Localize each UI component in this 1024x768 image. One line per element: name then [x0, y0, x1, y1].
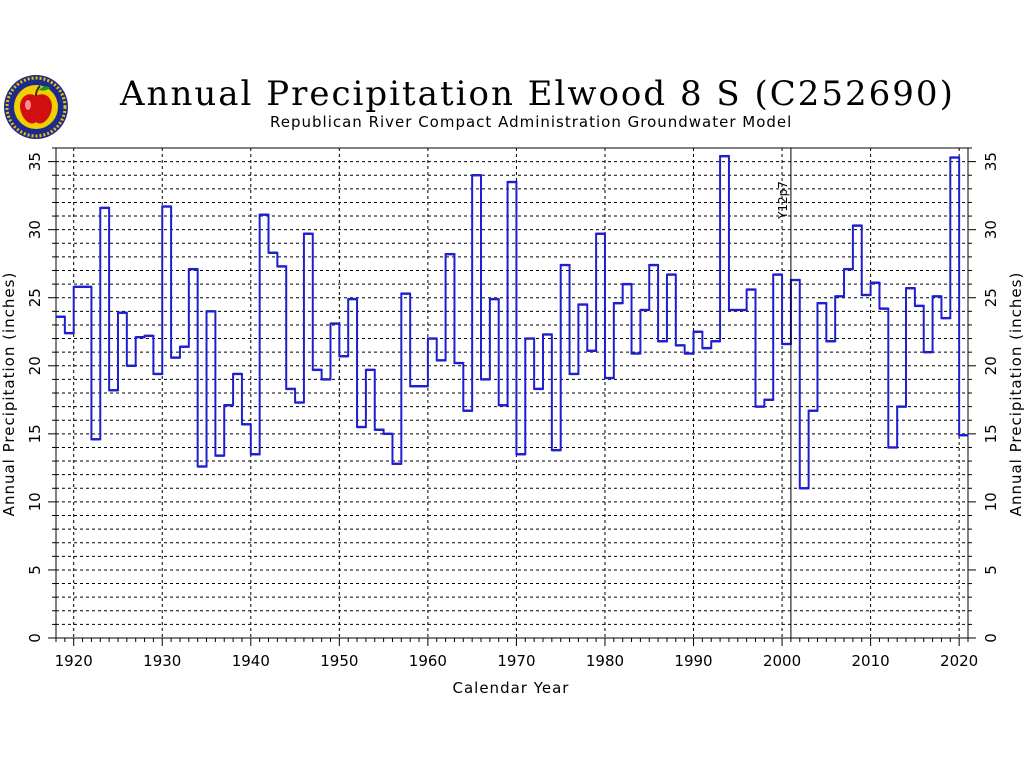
- y-tick-label-left: 0: [26, 633, 44, 643]
- y-tick-label-right: 15: [982, 424, 1000, 443]
- y-tick-label-left: 25: [26, 288, 44, 307]
- y-axis-label-left: Annual Precipitation (inches): [0, 272, 18, 517]
- x-tick-label: 1950: [320, 652, 358, 670]
- x-tick-label: 1960: [409, 652, 447, 670]
- y-tick-label-left: 30: [26, 220, 44, 239]
- x-axis-label: Calendar Year: [453, 679, 570, 697]
- y-tick-label-right: 25: [982, 288, 1000, 307]
- y-axis-label-right: Annual Precipitation (inches): [1007, 272, 1024, 517]
- chart-title: Annual Precipitation Elwood 8 S (C252690…: [120, 74, 955, 114]
- y-tick-label-left: 35: [26, 152, 44, 171]
- y-tick-label-right: 10: [982, 492, 1000, 511]
- y-tick-label-left: 5: [26, 565, 44, 575]
- x-tick-label: 1990: [674, 652, 712, 670]
- y-tick-label-right: 35: [982, 152, 1000, 171]
- x-tick-label: 1980: [586, 652, 624, 670]
- y-tick-label-right: 20: [982, 356, 1000, 375]
- chart-subtitle: Republican River Compact Administration …: [270, 113, 793, 131]
- y-tick-label-right: 30: [982, 220, 1000, 239]
- annotation-label: Y12p7: [776, 181, 790, 220]
- y-tick-label-right: 5: [982, 565, 1000, 575]
- y-tick-label-right: 0: [982, 633, 1000, 643]
- x-tick-label: 1940: [232, 652, 270, 670]
- x-tick-label: 1930: [143, 652, 181, 670]
- x-tick-label: 2010: [852, 652, 890, 670]
- apple-seal-icon: [4, 75, 68, 139]
- x-tick-label: 1920: [55, 652, 93, 670]
- precipitation-series-line: [56, 155, 968, 490]
- y-tick-label-left: 15: [26, 424, 44, 443]
- x-tick-label: 2020: [940, 652, 978, 670]
- y-tick-label-left: 20: [26, 356, 44, 375]
- x-tick-label: 2000: [763, 652, 801, 670]
- x-tick-label: 1970: [497, 652, 535, 670]
- y-tick-label-left: 10: [26, 492, 44, 511]
